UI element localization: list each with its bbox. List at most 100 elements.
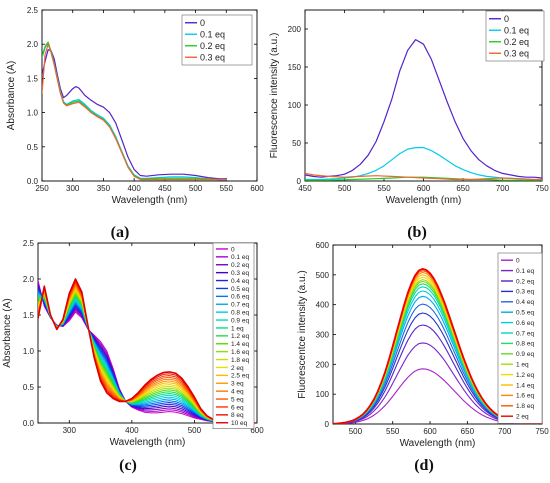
legend-label: 4 eq	[231, 388, 244, 395]
legend-label: 5 eq	[231, 396, 244, 403]
x-tick-label: 300	[63, 426, 77, 435]
y-axis-title: Fluorescentce intensity (a.u.)	[297, 270, 308, 398]
series-line	[305, 176, 542, 181]
y-tick-label: 1.0	[23, 347, 35, 356]
series-line	[305, 39, 542, 179]
legend-label: 2 eq	[516, 414, 529, 421]
x-tick-label: 450	[158, 184, 172, 193]
y-tick-label: 300	[316, 331, 330, 340]
legend-label: 6 eq	[231, 404, 244, 411]
x-tick-label: 250	[35, 184, 49, 193]
x-axis-title: Wavelength (nm)	[400, 438, 476, 449]
y-tick-label: 0.0	[23, 419, 35, 428]
x-tick-label: 600	[250, 426, 264, 435]
x-tick-label: 500	[349, 427, 363, 436]
x-tick-label: 700	[496, 184, 510, 193]
x-tick-label: 550	[386, 427, 400, 436]
legend-label: 0.7 eq	[516, 330, 534, 337]
legend-label: 0.9 eq	[516, 351, 534, 358]
y-tick-label: 0.0	[27, 177, 39, 186]
x-axis-title: Wavelength (nm)	[112, 195, 188, 206]
x-tick-label: 600	[417, 184, 431, 193]
y-tick-label: 2.5	[27, 6, 39, 15]
panel-label-a: (a)	[111, 224, 130, 241]
legend-label: 0.6 eq	[516, 320, 534, 327]
y-tick-label: 600	[316, 241, 330, 250]
legend-label: 3 eq	[231, 381, 244, 388]
y-tick-label: 200	[316, 360, 330, 369]
y-tick-label: 2.5	[23, 239, 35, 248]
y-tick-label: 400	[316, 301, 330, 310]
legend-label: 0	[231, 246, 235, 253]
legend-label: 0.2 eq	[516, 278, 534, 285]
x-tick-label: 600	[250, 184, 264, 193]
y-tick-label: 2.0	[23, 275, 35, 284]
y-tick-label: 0	[297, 177, 302, 186]
x-tick-label: 500	[338, 184, 352, 193]
series-group	[305, 39, 542, 181]
x-tick-label: 400	[125, 426, 139, 435]
legend-label: 0.2 eq	[231, 262, 249, 269]
y-tick-label: 1.5	[27, 74, 39, 83]
x-tick-label: 350	[97, 184, 111, 193]
series-line	[42, 49, 227, 180]
y-tick-label: 1.5	[23, 311, 35, 320]
legend-label: 1.8 eq	[516, 403, 534, 410]
x-tick-label: 400	[127, 184, 141, 193]
panel-label-d: (d)	[414, 457, 434, 474]
plot-frame	[41, 9, 258, 182]
y-tick-label: 150	[288, 63, 302, 72]
x-tick-label: 650	[461, 427, 475, 436]
legend-label: 0.9 eq	[231, 317, 249, 324]
chart-panel-a: 250 300 350 400 450 500 550 600 0.0 0.5 1.0 1.5 2.0 2…	[6, 6, 264, 241]
series-line	[42, 43, 227, 181]
legend-label: 2 eq	[231, 365, 244, 372]
y-axis-title: Fluorescence intensity (a.u.)	[269, 33, 280, 159]
legend-label: 1.2 eq	[516, 372, 534, 379]
x-tick-label: 550	[377, 184, 391, 193]
legend-label: 0.5 eq	[231, 286, 249, 293]
y-tick-label: 0.5	[27, 143, 39, 152]
legend-label: 0	[516, 258, 520, 265]
legend-label: 0.1 eq	[504, 25, 529, 35]
x-tick-label: 300	[66, 184, 80, 193]
legend-label: 2.5 eq	[231, 373, 249, 380]
y-tick-label: 0.5	[23, 383, 35, 392]
panel-label-b: (b)	[407, 224, 427, 241]
legend-label: 1.8 eq	[231, 357, 249, 364]
legend-label: 0.1 eq	[516, 268, 534, 275]
legend-label: 0	[504, 14, 509, 24]
y-axis-title: Absorbance (A)	[2, 298, 13, 367]
y-tick-label: 200	[288, 25, 302, 34]
legend-label: 0.2 eq	[504, 37, 529, 47]
series-line	[305, 172, 542, 181]
y-tick-label: 100	[316, 390, 330, 399]
plot-frame	[37, 242, 258, 424]
y-tick-label: 100	[288, 101, 302, 110]
legend-label: 0.7 eq	[231, 302, 249, 309]
y-tick-label: 1.0	[27, 109, 39, 118]
legend-label: 0.4 eq	[231, 278, 249, 285]
x-axis-title: Wavelength (nm)	[386, 195, 462, 206]
chart-panel-b: 450 500 550 600 650 700 750 0 50 100 150 200 Wavelen…	[269, 9, 549, 241]
panel-label-c: (c)	[119, 457, 137, 474]
legend-label: 0.1 eq	[231, 254, 249, 261]
legend-label: 0.6 eq	[231, 294, 249, 301]
x-axis-title: Wavelength (nm)	[110, 437, 186, 448]
chart-panel-d: 500 550 600 650 700 750 0 100 200 300 400 500 600 Wav…	[297, 241, 549, 474]
series-group	[42, 41, 227, 181]
legend-label: 1.4 eq	[231, 341, 249, 348]
legend-label: 0.3 eq	[231, 270, 249, 277]
y-tick-label: 2.0	[27, 40, 39, 49]
legend-label: 1 eq	[516, 362, 529, 369]
legend-label: 0.3 eq	[504, 48, 529, 58]
y-tick-label: 0	[325, 420, 330, 429]
legend-label: 0.2 eq	[200, 41, 225, 51]
legend-label: 1 eq	[231, 325, 244, 332]
legend-label: 0.8 eq	[231, 309, 249, 316]
legend-label: 0.8 eq	[516, 341, 534, 348]
legend-label: 0.5 eq	[516, 310, 534, 317]
x-tick-label: 550	[220, 184, 234, 193]
legend-label: 1.6 eq	[231, 349, 249, 356]
y-tick-label: 500	[316, 271, 330, 280]
